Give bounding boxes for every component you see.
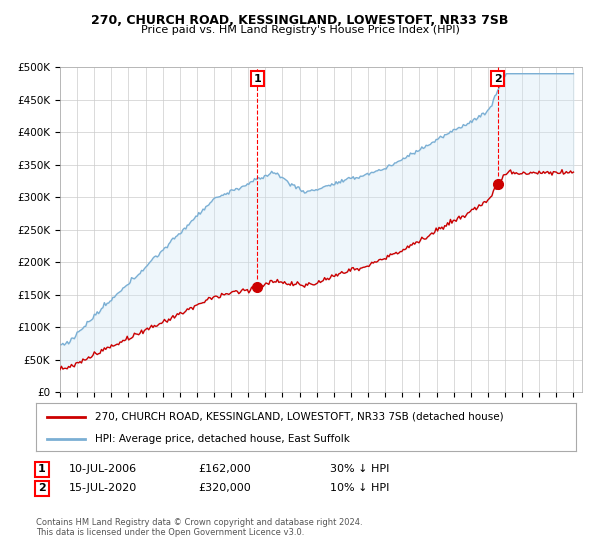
- Text: HPI: Average price, detached house, East Suffolk: HPI: Average price, detached house, East…: [95, 434, 350, 444]
- Text: 10% ↓ HPI: 10% ↓ HPI: [330, 483, 389, 493]
- Text: 2: 2: [494, 74, 502, 83]
- Text: 10-JUL-2006: 10-JUL-2006: [69, 464, 137, 474]
- Text: 270, CHURCH ROAD, KESSINGLAND, LOWESTOFT, NR33 7SB (detached house): 270, CHURCH ROAD, KESSINGLAND, LOWESTOFT…: [95, 412, 504, 422]
- Text: £162,000: £162,000: [198, 464, 251, 474]
- Text: Price paid vs. HM Land Registry's House Price Index (HPI): Price paid vs. HM Land Registry's House …: [140, 25, 460, 35]
- Text: 15-JUL-2020: 15-JUL-2020: [69, 483, 137, 493]
- Text: 1: 1: [253, 74, 261, 83]
- Text: £320,000: £320,000: [198, 483, 251, 493]
- Text: 1: 1: [38, 464, 46, 474]
- Text: 2: 2: [38, 483, 46, 493]
- Text: 30% ↓ HPI: 30% ↓ HPI: [330, 464, 389, 474]
- Text: Contains HM Land Registry data © Crown copyright and database right 2024.
This d: Contains HM Land Registry data © Crown c…: [36, 518, 362, 538]
- Text: 270, CHURCH ROAD, KESSINGLAND, LOWESTOFT, NR33 7SB: 270, CHURCH ROAD, KESSINGLAND, LOWESTOFT…: [91, 14, 509, 27]
